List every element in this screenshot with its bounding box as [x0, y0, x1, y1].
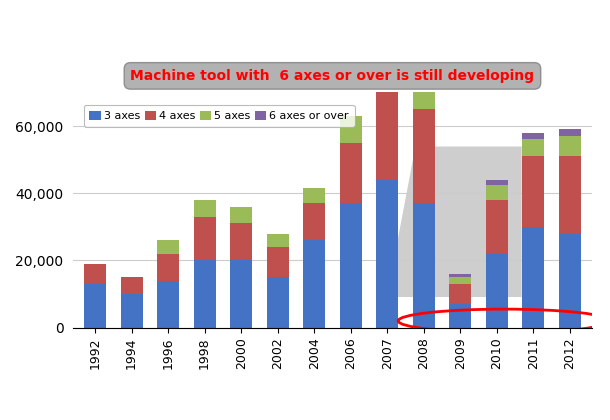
Bar: [340, 203, 362, 328]
Bar: [340, 116, 362, 143]
Bar: [522, 133, 544, 139]
Bar: [413, 203, 435, 328]
Legend: 3 axes, 4 axes, 5 axes, 6 axes or over: 3 axes, 4 axes, 5 axes, 6 axes or over: [84, 105, 354, 126]
Bar: [194, 217, 215, 260]
Bar: [303, 240, 325, 328]
Bar: [121, 294, 143, 328]
Bar: [194, 260, 215, 328]
Bar: [522, 227, 544, 328]
Bar: [84, 284, 106, 328]
Bar: [121, 277, 143, 294]
Bar: [486, 185, 508, 200]
Bar: [559, 136, 581, 156]
Bar: [303, 203, 325, 240]
Bar: [376, 180, 398, 328]
Bar: [267, 277, 289, 328]
Bar: [486, 254, 508, 328]
Bar: [486, 180, 508, 185]
Bar: [84, 264, 106, 284]
Bar: [522, 139, 544, 156]
Bar: [157, 254, 179, 281]
Bar: [486, 200, 508, 254]
Bar: [230, 223, 252, 260]
Bar: [376, 42, 398, 76]
Bar: [267, 247, 289, 277]
Bar: [267, 234, 289, 247]
Bar: [157, 240, 179, 254]
Bar: [413, 62, 435, 109]
Bar: [522, 156, 544, 227]
Bar: [450, 304, 471, 328]
Text: Machine tool with  6 axes or over is still developing: Machine tool with 6 axes or over is stil…: [131, 69, 534, 83]
Bar: [450, 277, 471, 284]
Bar: [230, 260, 252, 328]
Bar: [559, 156, 581, 234]
Bar: [450, 284, 471, 304]
Bar: [450, 274, 471, 277]
Bar: [303, 188, 325, 203]
Bar: [376, 76, 398, 180]
Polygon shape: [387, 147, 522, 297]
Bar: [413, 54, 435, 62]
Bar: [340, 143, 362, 203]
Bar: [559, 129, 581, 136]
Bar: [157, 281, 179, 328]
Bar: [413, 109, 435, 203]
Bar: [194, 200, 215, 217]
Bar: [559, 234, 581, 328]
Bar: [230, 207, 252, 223]
